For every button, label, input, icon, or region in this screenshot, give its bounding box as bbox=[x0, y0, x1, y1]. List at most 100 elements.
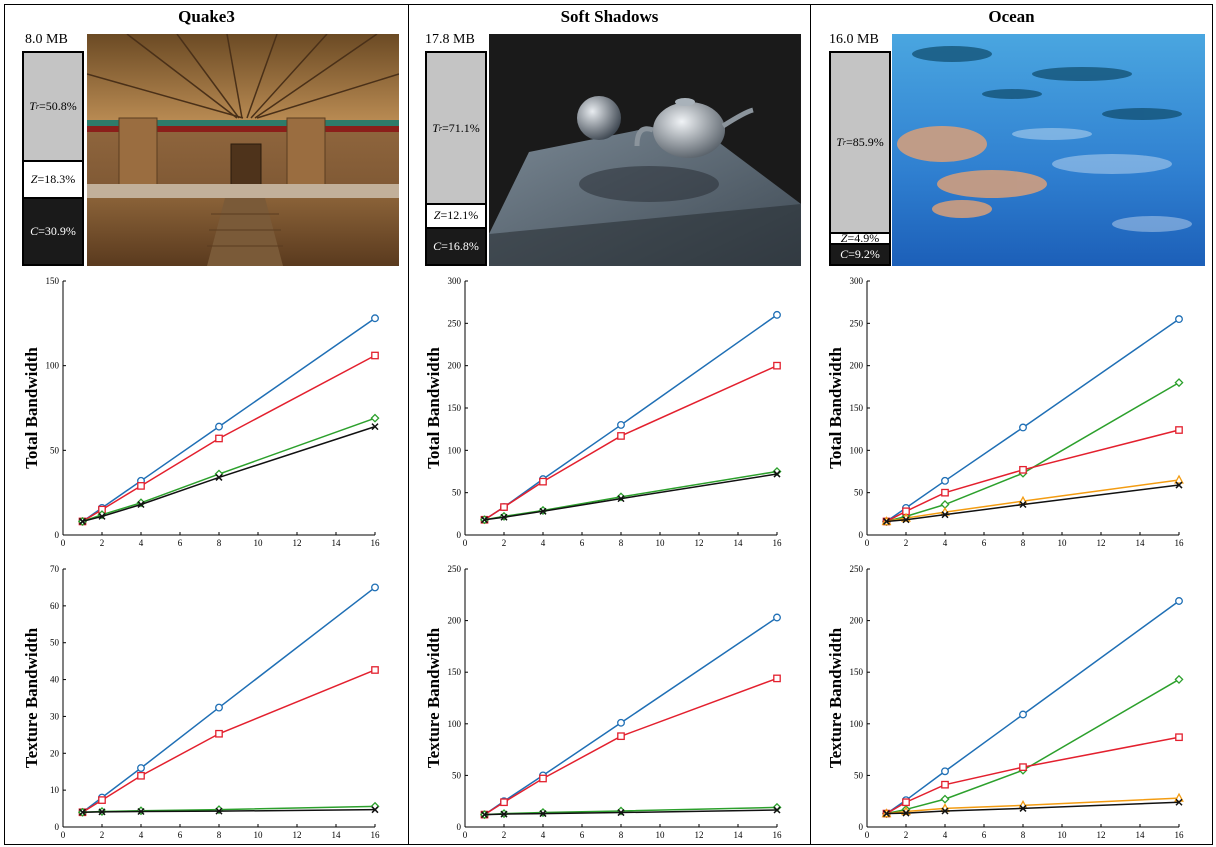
y-tick-label: 200 bbox=[850, 616, 864, 626]
y-tick-label: 250 bbox=[850, 318, 864, 328]
y-tick-label: 150 bbox=[46, 276, 60, 286]
series-red bbox=[882, 733, 1183, 818]
data-point bbox=[1019, 500, 1027, 509]
data-point bbox=[215, 703, 223, 712]
y-tick-label: 100 bbox=[448, 445, 462, 455]
series-line bbox=[82, 317, 376, 523]
y-axis-label: Texture Bandwidth bbox=[424, 627, 443, 768]
y-axis-label: Total Bandwidth bbox=[22, 347, 41, 469]
y-tick-label: 100 bbox=[448, 719, 462, 729]
data-point bbox=[1175, 426, 1183, 434]
data-point bbox=[617, 809, 625, 817]
series-blue bbox=[480, 613, 781, 819]
x-tick-label: 6 bbox=[178, 830, 183, 840]
series-line bbox=[886, 479, 1180, 523]
series-black bbox=[78, 423, 379, 525]
x-tick-label: 16 bbox=[371, 538, 381, 548]
data-point bbox=[1175, 733, 1183, 742]
x-tick-label: 6 bbox=[178, 538, 183, 548]
data-point bbox=[137, 771, 145, 780]
breakdown-c-segment: C =30.9% bbox=[24, 198, 82, 264]
data-point bbox=[941, 780, 949, 789]
data-point bbox=[773, 361, 781, 370]
series-black bbox=[480, 470, 781, 524]
series-black bbox=[78, 806, 379, 816]
breakdown-c-segment: C =16.8% bbox=[427, 228, 485, 264]
y-tick-label: 50 bbox=[50, 638, 60, 648]
series-green bbox=[881, 674, 1184, 819]
data-point bbox=[215, 729, 223, 738]
series-orange bbox=[881, 792, 1184, 818]
soft-shadows-total-bandwidth-chart: 0 2 4 6 8 10 12 14 16 0 50 100 150 200 250 300 Total Ban… bbox=[424, 276, 782, 548]
data-point bbox=[78, 808, 87, 816]
data-point bbox=[1175, 481, 1183, 489]
x-tick-label: 6 bbox=[982, 830, 987, 840]
y-axis-label: Texture Bandwidth bbox=[826, 627, 845, 768]
y-tick-label: 200 bbox=[850, 361, 864, 371]
x-tick-label: 2 bbox=[502, 538, 507, 548]
series-line bbox=[886, 429, 1180, 523]
axes: 0 2 4 6 8 10 12 14 16 0 50 100 150 200 250 bbox=[850, 564, 1185, 840]
data-point bbox=[773, 806, 781, 814]
y-axis-label: Total Bandwidth bbox=[424, 347, 443, 469]
x-tick-label: 14 bbox=[734, 538, 744, 548]
y-tick-label: 40 bbox=[50, 675, 60, 685]
data-point bbox=[902, 798, 910, 807]
breakdown-z-segment: Z =12.1% bbox=[427, 203, 485, 229]
data-point bbox=[1174, 674, 1184, 684]
data-point bbox=[1175, 597, 1183, 605]
series-line bbox=[484, 473, 778, 521]
memory-size-label: 17.8 MB bbox=[425, 32, 475, 47]
x-tick-label: 0 bbox=[865, 538, 870, 548]
series-green bbox=[77, 413, 380, 526]
x-tick-label: 2 bbox=[100, 830, 105, 840]
data-point bbox=[370, 413, 380, 423]
y-tick-label: 70 bbox=[50, 564, 60, 574]
y-tick-label: 0 bbox=[859, 530, 864, 540]
series-line bbox=[886, 801, 1180, 815]
x-tick-label: 8 bbox=[1021, 538, 1026, 548]
x-tick-label: 0 bbox=[463, 538, 468, 548]
data-point bbox=[1175, 798, 1183, 806]
y-tick-label: 150 bbox=[448, 667, 462, 677]
data-point bbox=[137, 807, 145, 816]
data-point bbox=[98, 796, 106, 804]
x-tick-label: 12 bbox=[1097, 538, 1106, 548]
data-point bbox=[941, 767, 949, 776]
y-tick-label: 0 bbox=[859, 822, 864, 832]
y-tick-label: 0 bbox=[55, 530, 60, 540]
series-line bbox=[886, 678, 1180, 815]
x-tick-label: 14 bbox=[332, 538, 342, 548]
breakdown-z-segment: Z =18.3% bbox=[24, 160, 82, 199]
x-tick-label: 4 bbox=[943, 538, 948, 548]
series-red bbox=[78, 351, 379, 526]
ocean-render-image bbox=[892, 34, 1205, 266]
data-point bbox=[137, 482, 145, 490]
quake3-total-bandwidth-chart: 0 2 4 6 8 10 12 14 16 0 50 100 150 Total Bandwidth bbox=[22, 276, 381, 548]
series-green bbox=[479, 466, 782, 525]
axes: 0 2 4 6 8 10 12 14 16 0 50 100 150 200 250 bbox=[448, 564, 783, 840]
data-point bbox=[1175, 315, 1183, 324]
data-point bbox=[617, 432, 625, 440]
y-tick-label: 250 bbox=[850, 564, 864, 574]
breakdown-z-segment: Z =4.9% bbox=[831, 231, 889, 245]
y-axis-label: Texture Bandwidth bbox=[22, 627, 41, 768]
data-point bbox=[902, 809, 910, 817]
x-tick-label: 12 bbox=[1097, 830, 1106, 840]
y-tick-label: 0 bbox=[55, 822, 60, 832]
ocean-total-bandwidth-chart: 0 2 4 6 8 10 12 14 16 0 50 100 150 200 250 300 Total Ban… bbox=[826, 276, 1184, 548]
memory-size-label: 8.0 MB bbox=[25, 32, 68, 47]
series-line bbox=[886, 600, 1180, 815]
x-tick-label: 4 bbox=[541, 830, 546, 840]
data-point bbox=[941, 488, 949, 497]
x-tick-label: 10 bbox=[656, 830, 666, 840]
y-tick-label: 150 bbox=[850, 667, 864, 677]
series-line bbox=[82, 669, 376, 813]
data-point bbox=[1019, 710, 1027, 719]
y-tick-label: 10 bbox=[50, 785, 60, 795]
x-tick-label: 8 bbox=[619, 538, 624, 548]
x-tick-label: 0 bbox=[865, 830, 870, 840]
x-tick-label: 10 bbox=[254, 830, 264, 840]
